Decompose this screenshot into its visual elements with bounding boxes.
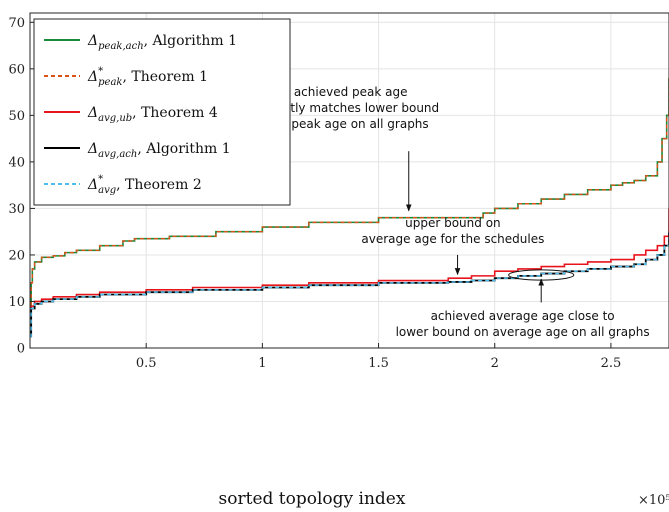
series-line-4	[30, 231, 669, 338]
legend-superscript: *	[98, 174, 103, 185]
legend-symbol: Δ	[87, 177, 98, 193]
y-tick-label: 50	[8, 109, 25, 124]
x-axis-multiplier: ×10⁵	[638, 493, 669, 508]
legend-symbol: Δ	[87, 105, 98, 121]
x-tick-label: 2	[491, 356, 499, 371]
legend-symbol: Δ	[87, 33, 98, 49]
legend-subscript: avg,ach	[98, 149, 137, 160]
annotation-text: achieved average age close to	[431, 309, 615, 323]
x-tick-label: 1.5	[368, 356, 389, 371]
y-tick-label: 20	[8, 248, 25, 263]
x-tick-label: 0.5	[136, 356, 157, 371]
y-tick-label: 40	[8, 155, 25, 170]
legend-label: Δ* avg, Theorem 2	[87, 174, 202, 196]
y-tick-label: 30	[8, 202, 25, 217]
annotation-ellipse	[508, 269, 575, 281]
legend-superscript: *	[98, 66, 103, 77]
annotation-text: achieved peak age	[294, 85, 408, 99]
x-axis-label: sorted topology index	[219, 489, 406, 509]
series-line-2	[30, 208, 669, 335]
legend-subscript: avg,ub	[98, 113, 132, 124]
annotation-text: on peak age on all graphs	[273, 117, 429, 131]
y-tick-label: 10	[8, 295, 25, 310]
legend-label: Δavg,ub, Theorem 4	[87, 105, 218, 124]
legend-symbol: Δ	[87, 69, 98, 85]
legend-text: , Algorithm 1	[144, 33, 237, 49]
legend-subscript: peak	[98, 77, 122, 88]
x-tick-label: 2.5	[601, 356, 622, 371]
series-group	[30, 78, 669, 338]
legend-subscript: peak,ach	[98, 41, 144, 52]
annotations: achieved peak age exactly matches lower b…	[262, 85, 649, 339]
y-tick-label: 0	[17, 342, 25, 357]
annotation-text: lower bound on average age on all graphs	[396, 325, 650, 339]
series-line-1	[30, 78, 669, 312]
y-tick-label: 70	[8, 16, 25, 31]
annotation-text: upper bound on	[405, 216, 501, 230]
legend-label: Δ* peak, Theorem 1	[87, 66, 208, 88]
legend-text: , Theorem 4	[132, 105, 218, 121]
ticks: 0.5 1 1.5 2 2.5 0 10 20 30 40 50 60 70	[8, 16, 621, 371]
axes-box	[29, 12, 669, 349]
y-tick-label: 60	[8, 62, 25, 77]
legend: Δpeak,ach, Algorithm 1Δ* peak, Theorem 1Δ…	[33, 18, 291, 206]
legend-symbol: Δ	[87, 141, 98, 157]
legend-label: Δavg,ach, Algorithm 1	[87, 141, 231, 160]
legend-text: , Algorithm 1	[137, 141, 230, 157]
annotation-text: average age for the schedules	[361, 232, 544, 246]
legend-label: Δpeak,ach, Algorithm 1	[87, 33, 237, 52]
annotation-text: exactly matches lower bound	[262, 101, 439, 115]
legend-text: , Theorem 1	[122, 69, 208, 85]
x-tick-label: 1	[258, 356, 266, 371]
legend-text: , Theorem 2	[116, 177, 202, 193]
grid	[30, 13, 669, 349]
legend-subscript: avg	[98, 185, 116, 196]
